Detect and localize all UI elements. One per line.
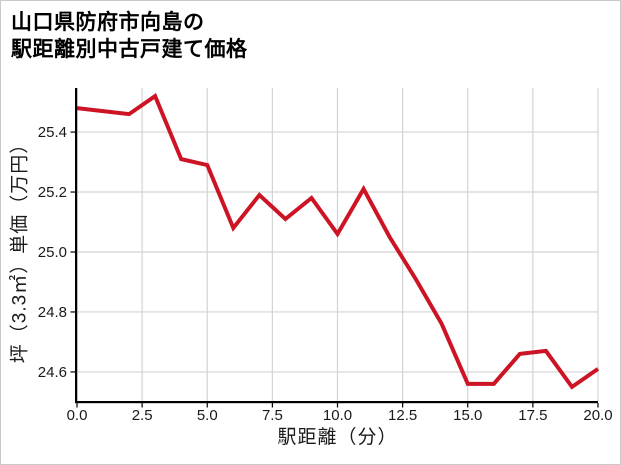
y-tick-label: 25.2	[38, 184, 67, 201]
y-tick-label: 25.0	[38, 244, 67, 261]
x-tick-label: 5.0	[197, 407, 218, 424]
x-tick-label: 20.0	[583, 407, 612, 424]
x-tick-label: 0.0	[67, 407, 88, 424]
tick-marks	[70, 131, 599, 408]
x-tick-label: 12.5	[388, 407, 417, 424]
chart-title-line2: 駅距離別中古戸建て価格	[11, 38, 248, 61]
y-tick-label: 24.8	[38, 304, 67, 321]
x-tick-label: 7.5	[262, 407, 283, 424]
y-tick-label: 24.6	[38, 364, 67, 381]
x-tick-label: 15.0	[453, 407, 482, 424]
y-axis-label: 坪（3.3㎡）単価（万円）	[9, 133, 31, 364]
price-line-series	[76, 93, 600, 390]
gridlines	[76, 88, 599, 401]
x-tick-label: 17.5	[518, 407, 547, 424]
chart-title: 山口県防府市向島の 駅距離別中古戸建て価格	[11, 9, 248, 63]
chart-title-line1: 山口県防府市向島の	[11, 11, 205, 34]
x-tick-label: 2.5	[132, 407, 153, 424]
x-tick-label: 10.0	[323, 407, 352, 424]
axes-spines	[75, 88, 598, 404]
y-tick-label: 25.4	[38, 124, 67, 141]
tick-labels: 0.0 2.5 5.0 7.5 10.0 12.5 15.0 17.5 20.0 25.4 25.2…	[38, 124, 613, 424]
x-axis-label: 駅距離（分）	[277, 427, 398, 448]
